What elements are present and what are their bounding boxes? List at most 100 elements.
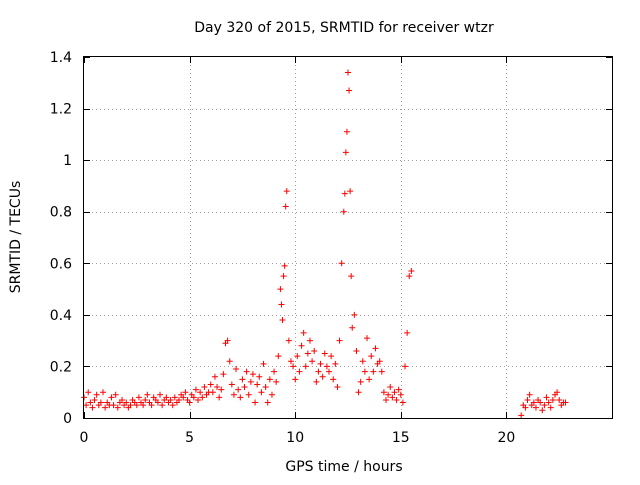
data-point (245, 391, 252, 398)
data-point (266, 376, 273, 383)
y-tick-label: 0.6 (50, 256, 72, 272)
data-point (277, 286, 284, 293)
data-point (323, 363, 330, 370)
data-point (100, 389, 107, 396)
data-point (237, 394, 244, 401)
data-point (345, 69, 351, 76)
y-tick-label: 0 (63, 411, 72, 427)
data-point (226, 358, 233, 365)
data-point (313, 378, 320, 385)
data-point (302, 363, 309, 370)
y-tick-label: 0.2 (50, 359, 72, 375)
data-point (372, 345, 379, 352)
data-point (87, 399, 94, 406)
data-point (102, 404, 109, 411)
data-point (351, 311, 358, 318)
data-point (278, 301, 285, 308)
data-point (402, 363, 409, 370)
y-tick-label: 1.4 (50, 50, 72, 66)
data-point (264, 399, 271, 406)
data-point (135, 394, 142, 401)
x-tick-label: 10 (286, 430, 304, 446)
data-point (169, 402, 176, 409)
data-point (298, 342, 305, 349)
axis-ticks (84, 57, 612, 419)
grid-lines (84, 57, 612, 418)
data-point (348, 273, 355, 280)
data-point (556, 396, 563, 403)
data-point (330, 376, 337, 383)
data-point (340, 208, 347, 215)
data-point (359, 358, 366, 365)
data-point (545, 399, 552, 406)
x-tick-label: 20 (497, 430, 515, 446)
x-tick-label: 15 (392, 430, 410, 446)
data-point (214, 384, 221, 391)
data-point (282, 203, 289, 210)
data-point (281, 262, 288, 269)
data-point (539, 407, 546, 414)
data-point (247, 378, 254, 385)
data-point (112, 391, 119, 398)
data-point (562, 399, 569, 406)
data-point (119, 396, 126, 403)
data-point (260, 360, 267, 367)
data-point (235, 386, 242, 393)
data-point (338, 260, 345, 267)
data-point (140, 402, 147, 409)
data-point (262, 384, 269, 391)
y-tick-label: 1.2 (50, 102, 72, 118)
data-point (195, 396, 202, 403)
data-point (537, 399, 544, 406)
data-point (287, 358, 294, 365)
data-point (271, 368, 278, 375)
data-point (249, 371, 256, 378)
tick-labels: 0 5 10 15 20 0 0.2 0.4 0.6 0.8 1 1.2 1.4 (50, 50, 516, 446)
chart-title: Day 320 of 2015, SRMTID for receiver wtz… (194, 20, 494, 36)
y-tick-label: 1 (63, 153, 72, 169)
data-point (328, 353, 335, 360)
data-point (368, 353, 375, 360)
data-point (133, 402, 140, 409)
data-point (220, 371, 227, 378)
data-point (167, 396, 174, 403)
data-point (349, 324, 356, 331)
data-point (408, 268, 415, 275)
data-point (387, 384, 394, 391)
data-point (319, 373, 326, 380)
data-point (97, 399, 104, 406)
data-point (347, 188, 354, 195)
data-point (216, 394, 223, 401)
data-point (321, 350, 328, 357)
data-point (332, 360, 339, 367)
data-point (199, 394, 206, 401)
data-point (380, 389, 387, 396)
data-point (83, 402, 90, 409)
data-point (306, 337, 313, 344)
data-point (353, 347, 360, 354)
data-point (241, 384, 248, 391)
data-point (224, 337, 231, 344)
data-point (370, 368, 377, 375)
data-point (108, 394, 115, 401)
data-point (142, 396, 149, 403)
data-point (361, 368, 368, 375)
data-point (192, 386, 199, 393)
data-point (315, 368, 322, 375)
data-point (395, 386, 402, 393)
data-point (364, 335, 371, 342)
data-point (290, 363, 297, 370)
data-point (532, 404, 539, 411)
data-point (186, 399, 193, 406)
data-point (366, 376, 373, 383)
data-point (180, 394, 187, 401)
data-point (391, 389, 398, 396)
x-tick-label: 0 (80, 430, 89, 446)
data-point (280, 273, 287, 280)
data-point (406, 273, 413, 280)
y-tick-label: 0.8 (50, 205, 72, 221)
data-point (127, 402, 134, 409)
data-point (157, 391, 164, 398)
data-point (254, 381, 261, 388)
